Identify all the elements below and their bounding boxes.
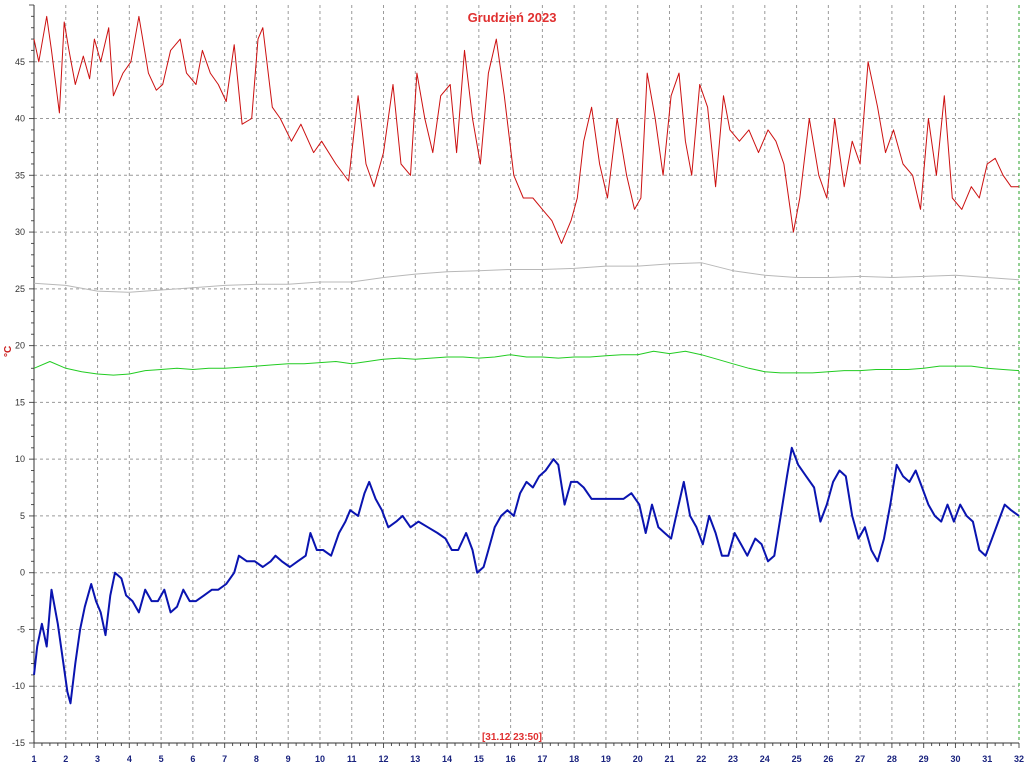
y-tick-labels: -15 -10 -5 0 5 10 15 20 25 30 35 40 45	[12, 57, 25, 748]
y-tick-label: 20	[15, 341, 25, 351]
x-tick-label: 10	[315, 754, 325, 764]
chart-series	[33, 15, 1020, 705]
x-tick-label: 13	[410, 754, 420, 764]
x-tick-label: 11	[347, 754, 357, 764]
y-tick-label: 5	[20, 511, 25, 521]
x-tick-label: 31	[982, 754, 992, 764]
x-tick-label: 32	[1014, 754, 1024, 764]
x-tick-label: 29	[919, 754, 929, 764]
x-tick-label: 16	[506, 754, 516, 764]
y-tick-label: 40	[15, 114, 25, 124]
x-tick-label: 15	[474, 754, 484, 764]
x-tick-label: 28	[887, 754, 897, 764]
chart-title: Grudzień 2023	[467, 10, 557, 25]
y-tick-label: 10	[15, 454, 25, 464]
y-tick-label: -5	[17, 624, 25, 634]
x-tick-label: 17	[537, 754, 547, 764]
x-tick-label: 22	[696, 754, 706, 764]
series-line-4	[33, 446, 1020, 705]
timestamp-label: [31.12 23:50]	[481, 732, 543, 743]
y-tick-label: 30	[15, 227, 25, 237]
x-tick-label: 19	[601, 754, 611, 764]
x-tick-label: 24	[760, 754, 770, 764]
series-line-2	[33, 262, 1020, 293]
y-tick-label: 25	[15, 284, 25, 294]
x-tick-label: 23	[728, 754, 738, 764]
y-tick-label: 15	[15, 397, 25, 407]
x-tick-label: 5	[159, 754, 164, 764]
x-tick-label: 4	[127, 754, 132, 764]
y-axis-label: °C	[3, 345, 14, 357]
y-tick-label: -10	[12, 681, 25, 691]
x-tick-label: 9	[286, 754, 291, 764]
y-tick-label: 0	[20, 568, 25, 578]
x-tick-label: 30	[950, 754, 960, 764]
x-tick-label: 14	[442, 754, 452, 764]
x-tick-label: 21	[664, 754, 674, 764]
x-tick-label: 27	[855, 754, 865, 764]
x-tick-label: 20	[633, 754, 643, 764]
x-tick-label: 7	[222, 754, 227, 764]
chart-axes	[29, 4, 1020, 748]
series-line-3	[33, 350, 1020, 376]
x-tick-label: 12	[379, 754, 389, 764]
x-tick-label: 18	[569, 754, 579, 764]
x-tick-label: 25	[792, 754, 802, 764]
y-tick-label: 35	[15, 170, 25, 180]
chart-grid	[34, 5, 1020, 743]
x-tick-label: 1	[31, 754, 36, 764]
series-line-1	[33, 15, 1019, 244]
y-tick-label: -15	[12, 738, 25, 748]
y-axis-label-wrap: °C	[3, 346, 14, 368]
x-tick-label: 3	[95, 754, 100, 764]
x-tick-label: 8	[254, 754, 259, 764]
x-tick-label: 6	[190, 754, 195, 764]
x-tick-label: 26	[823, 754, 833, 764]
x-tick-labels: 1 2 3 4 5 6 7 8 9 10 11 12 13 14 15 16 17 18 19 20 21 22 23 24 2…	[31, 754, 1024, 764]
y-tick-label: 45	[15, 57, 25, 67]
x-tick-label: 2	[63, 754, 68, 764]
